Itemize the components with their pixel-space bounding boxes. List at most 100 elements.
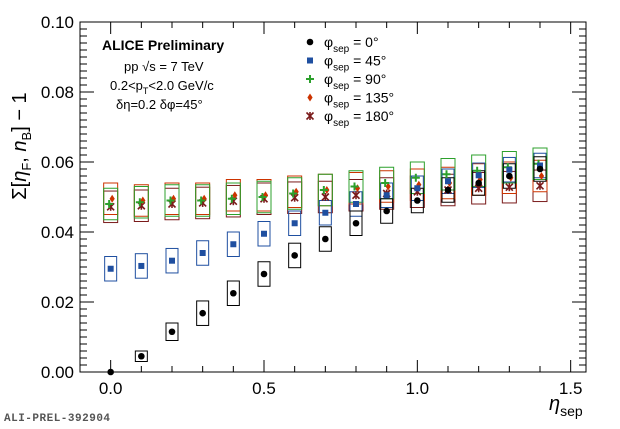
data-point	[169, 257, 175, 264]
sys-box	[226, 280, 240, 306]
data-point	[232, 191, 238, 200]
y-tick-label: 0.10	[41, 13, 74, 32]
data-point	[289, 189, 298, 198]
svg-text:Σ[ηF, nB] − 1: Σ[ηF, nB] − 1	[9, 92, 34, 199]
data-point	[535, 181, 545, 190]
data-point	[352, 219, 360, 227]
data-point	[168, 328, 176, 336]
data-point	[261, 230, 267, 237]
sys-box	[317, 173, 333, 207]
sys-box	[256, 180, 272, 214]
bin-size-label: δη=0.2 δφ=45°	[116, 97, 203, 112]
legend-label: φsep = 45°	[324, 53, 386, 74]
sys-box	[257, 221, 271, 247]
data-point	[138, 352, 145, 360]
data-point	[291, 220, 298, 227]
data-point	[475, 172, 482, 179]
data-point	[444, 186, 452, 194]
x-axis-label: ηsep	[549, 393, 583, 419]
y-tick-label: 0.06	[41, 153, 74, 172]
data-point	[354, 184, 361, 193]
y-tick-label: 0.00	[41, 363, 74, 382]
data-point	[505, 183, 514, 192]
data-point	[227, 194, 236, 203]
data-point	[230, 289, 237, 297]
data-point	[350, 182, 359, 191]
y-tick-label: 0.04	[41, 223, 74, 242]
data-point	[411, 173, 420, 182]
x-tick-label: 0.5	[252, 379, 276, 398]
experiment-label: ALICE Preliminary	[102, 37, 224, 53]
data-point	[319, 186, 328, 194]
sys-box	[532, 147, 548, 180]
data-point	[537, 162, 543, 169]
data-point	[383, 192, 390, 199]
data-point	[538, 172, 545, 180]
data-point	[385, 182, 391, 191]
data-point	[107, 265, 114, 272]
data-point	[506, 166, 513, 173]
data-point	[381, 179, 390, 187]
data-point	[258, 193, 267, 201]
collision-system-label: pp √s = 7 TeV	[124, 59, 204, 74]
data-point	[166, 196, 175, 205]
sys-box	[287, 177, 303, 210]
sys-box	[196, 300, 210, 326]
legend-marker	[307, 93, 313, 102]
data-point	[260, 270, 268, 278]
sys-box	[195, 184, 211, 217]
data-point	[506, 172, 513, 180]
data-point	[383, 207, 390, 215]
pt-range-label: 0.2<pT<2.0 GeV/c	[110, 78, 214, 96]
y-tick-label: 0.02	[41, 293, 74, 312]
sys-box	[380, 198, 394, 224]
sys-box	[533, 156, 547, 182]
data-point	[321, 192, 330, 202]
y-tick-label: 0.08	[41, 83, 74, 102]
sys-box	[103, 187, 119, 221]
data-point	[353, 201, 359, 207]
sys-box	[134, 253, 148, 279]
sys-box	[441, 177, 455, 203]
data-point	[105, 200, 114, 208]
data-point	[414, 197, 421, 204]
x-tick-label: 1.5	[559, 379, 583, 398]
sys-box	[226, 231, 240, 257]
axis-ticks: 0.0 0.5 1.0 1.5 0.00 0.02 0.04 0.06 0.08 0.10	[41, 13, 586, 398]
legend-marker	[305, 111, 315, 121]
sys-box	[196, 240, 210, 266]
data-point	[197, 196, 206, 205]
data-point	[135, 198, 144, 207]
x-tick-label: 0.0	[99, 379, 123, 398]
legend-marker	[306, 38, 314, 46]
sys-box	[288, 242, 302, 269]
legend-label: φsep = 90°	[324, 71, 386, 92]
sys-box	[164, 184, 180, 217]
sys-box	[133, 186, 149, 219]
sys-box	[225, 182, 241, 215]
data-point	[445, 178, 451, 185]
data-point	[199, 309, 206, 317]
sys-box	[318, 226, 332, 252]
sys-box	[501, 151, 517, 184]
legend: φsep = 0°φsep = 45°φsep = 90°φsep = 135°…	[305, 34, 394, 129]
data-point	[475, 179, 482, 187]
sys-box	[257, 261, 271, 287]
data-point	[322, 235, 329, 243]
data-point	[322, 209, 329, 216]
legend-label: φsep = 0°	[324, 34, 379, 55]
x-tick-label: 1.0	[406, 379, 430, 398]
data-point	[230, 241, 237, 248]
sys-box	[165, 247, 179, 274]
data-point	[351, 191, 361, 200]
data-point	[199, 250, 206, 256]
legend-marker	[306, 75, 314, 83]
y-axis-label: Σ[ηF, nB] − 1	[9, 92, 34, 199]
data-point	[138, 262, 145, 269]
sys-box	[104, 256, 118, 282]
sys-box	[165, 322, 179, 341]
figure-id: ALI-PREL-392904	[4, 413, 111, 425]
legend-label: φsep = 180°	[324, 108, 394, 129]
sys-box	[288, 210, 302, 236]
